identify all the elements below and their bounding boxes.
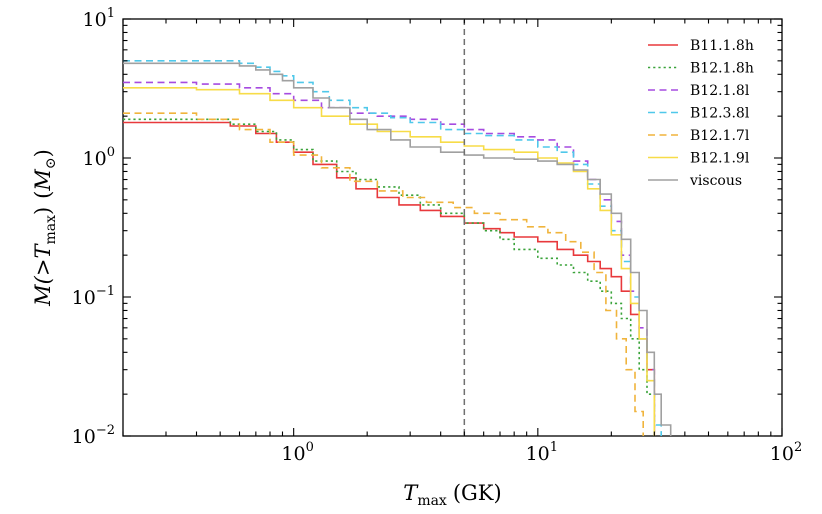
series-line-2 [123, 81, 656, 436]
y-axis-label: M(>Tmax)(M⊙) [31, 149, 59, 307]
y-axis-label-suffix: ) [31, 207, 55, 215]
y-tick-label-2: 100 [83, 145, 115, 170]
series-layer [123, 60, 672, 436]
x-axis-label-var: T [403, 481, 419, 505]
series-line-1 [123, 118, 656, 436]
x-tick-label-0: 100 [281, 440, 313, 465]
plot-frame [122, 18, 783, 437]
legend-label-2: B12.1.8l [690, 83, 750, 99]
y-axis-label-unit-sub: ⊙ [43, 157, 59, 169]
x-axis-label-sub: max [417, 493, 447, 509]
y-tick-label-3: 101 [83, 6, 115, 31]
legend-label-4: B12.1.7l [690, 128, 750, 144]
svg-text:M(>Tmax)(M⊙): M(>Tmax)(M⊙) [31, 149, 59, 307]
tick-layer: 100 101 102 10−2 10−1 100 101 [72, 6, 803, 465]
legend-label-5: B12.1.9l [690, 151, 750, 167]
series-line-4 [123, 112, 644, 436]
series-line-6 [123, 62, 672, 436]
x-tick-label-2: 102 [770, 440, 802, 465]
legend: B11.1.8h B12.1.8h B12.1.8l B12.3.8l B12.1.7l… [648, 38, 754, 189]
x-axis-label-unit: (GK) [453, 481, 502, 505]
legend-label-3: B12.3.8l [690, 106, 750, 122]
y-axis-label-prefix: M(> [31, 259, 55, 307]
legend-label-0: B11.1.8h [690, 38, 754, 54]
y-axis-label-unit-var: M [31, 169, 55, 192]
series-line-5 [123, 87, 656, 436]
y-axis-label-var: T [31, 243, 55, 259]
y-axis-label-sub: max [43, 215, 59, 245]
legend-label-6: viscous [689, 173, 742, 189]
legend-label-1: B12.1.8h [690, 61, 754, 77]
y-tick-label-1: 10−1 [72, 284, 115, 309]
x-tick-label-1: 101 [526, 440, 558, 465]
y-tick-label-0: 10−2 [72, 423, 115, 448]
x-axis-label: Tmax (GK) [403, 481, 501, 509]
